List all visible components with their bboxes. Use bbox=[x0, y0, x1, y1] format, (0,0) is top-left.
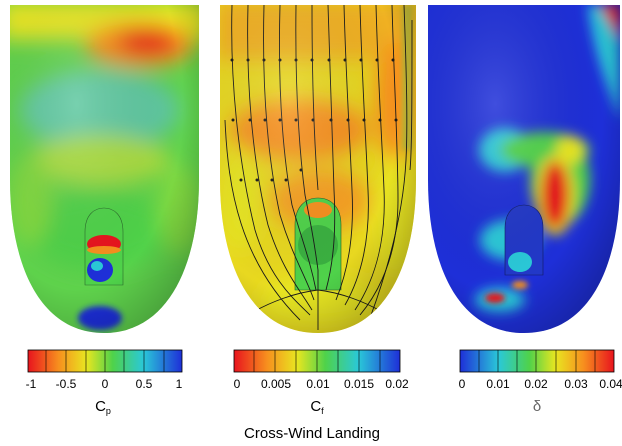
tick-label: 0.015 bbox=[344, 377, 374, 391]
variable-label-delta: δ bbox=[533, 398, 541, 415]
tick-label: 0.5 bbox=[136, 377, 153, 391]
tick-label: 0.03 bbox=[564, 377, 588, 391]
tick-label: 0.005 bbox=[261, 377, 291, 391]
tick-label: -0.5 bbox=[56, 377, 77, 391]
panel-cf bbox=[220, 5, 416, 333]
tick-label: 0.01 bbox=[486, 377, 510, 391]
tick-label: 0.01 bbox=[306, 377, 330, 391]
colorbar-cf bbox=[233, 349, 401, 373]
tick-label: 1 bbox=[176, 377, 183, 391]
panel-cp bbox=[10, 5, 199, 333]
figure-title: Cross-Wind Landing bbox=[244, 425, 380, 442]
tick-label: 0.04 bbox=[599, 377, 622, 391]
tick-label: 0.02 bbox=[385, 377, 409, 391]
tick-label: -1 bbox=[26, 377, 37, 391]
tick-label: 0.02 bbox=[524, 377, 548, 391]
colorbar-delta bbox=[459, 349, 615, 373]
variable-label-cp: Cp bbox=[95, 398, 111, 416]
tick-label: 0 bbox=[234, 377, 241, 391]
tick-label: 0 bbox=[459, 377, 466, 391]
colorbar-cp bbox=[27, 349, 183, 373]
variable-label-cf: Cf bbox=[310, 398, 324, 416]
tick-label: 0 bbox=[102, 377, 109, 391]
panel-delta bbox=[428, 5, 620, 333]
